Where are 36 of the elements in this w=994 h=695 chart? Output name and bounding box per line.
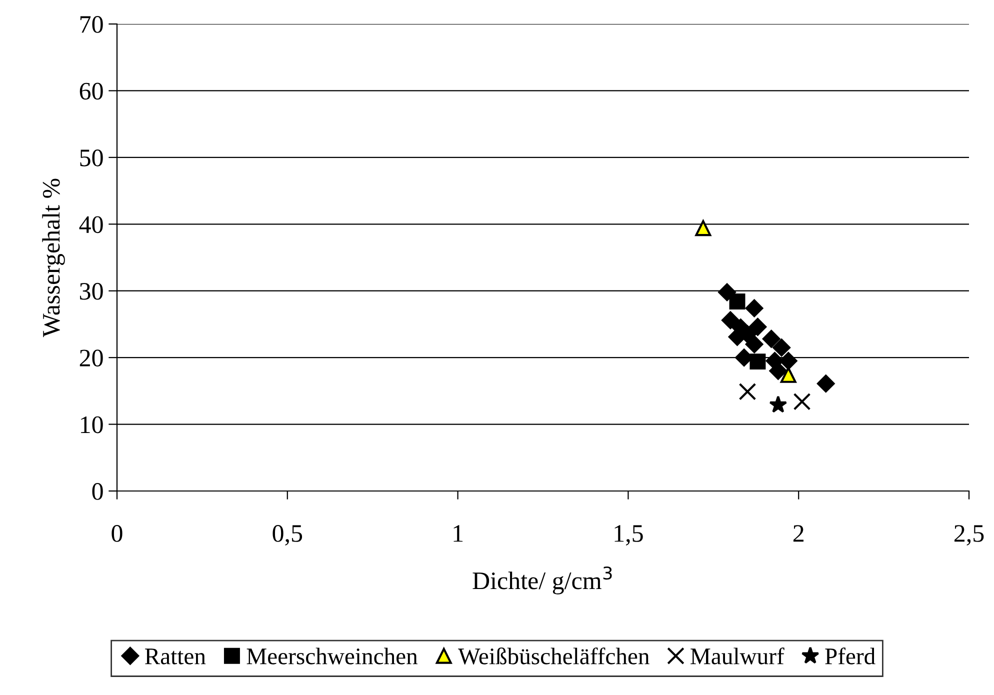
x-tick-label: 0 — [112, 525, 122, 542]
point — [745, 299, 764, 318]
legend-label: Ratten — [145, 648, 206, 664]
point — [721, 311, 740, 330]
point — [695, 220, 712, 236]
point — [750, 354, 766, 370]
x-axis-title: Dichte/ g/cm$^{3}$ — [472, 566, 612, 594]
point — [816, 374, 836, 393]
y-tick-label: 20 — [80, 350, 103, 366]
legend-label: Meerschweinchen — [246, 648, 418, 664]
point — [769, 396, 788, 413]
point — [762, 330, 781, 348]
x-tick-label: 1,5 — [614, 525, 643, 546]
y-tick-label: 30 — [80, 282, 103, 300]
x-tick-label: 2 — [793, 525, 804, 542]
point — [793, 392, 811, 410]
x-tick-label: 2,5 — [954, 525, 984, 546]
point — [772, 338, 791, 357]
legend-label: Maulwurf — [690, 648, 784, 664]
legend-label: Pferd — [825, 648, 876, 664]
point — [738, 382, 756, 400]
x-tick-label: 1 — [454, 525, 463, 542]
point — [780, 366, 796, 383]
point — [748, 318, 767, 336]
y-tick-label: 40 — [79, 216, 103, 234]
y-tick-label: 10 — [81, 416, 103, 434]
legend-label: Weißbüscheläffchen — [458, 648, 650, 664]
point — [745, 335, 764, 354]
y-axis-title: Wassergehalt % — [42, 178, 65, 338]
y-tick-label: 0 — [92, 483, 103, 500]
point — [729, 294, 746, 310]
x-tick-label: 0,5 — [272, 525, 302, 546]
y-tick-label: 60 — [80, 82, 103, 100]
point — [718, 283, 736, 302]
y-tick-label: 70 — [80, 16, 103, 33]
y-tick-label: 50 — [80, 149, 103, 166]
